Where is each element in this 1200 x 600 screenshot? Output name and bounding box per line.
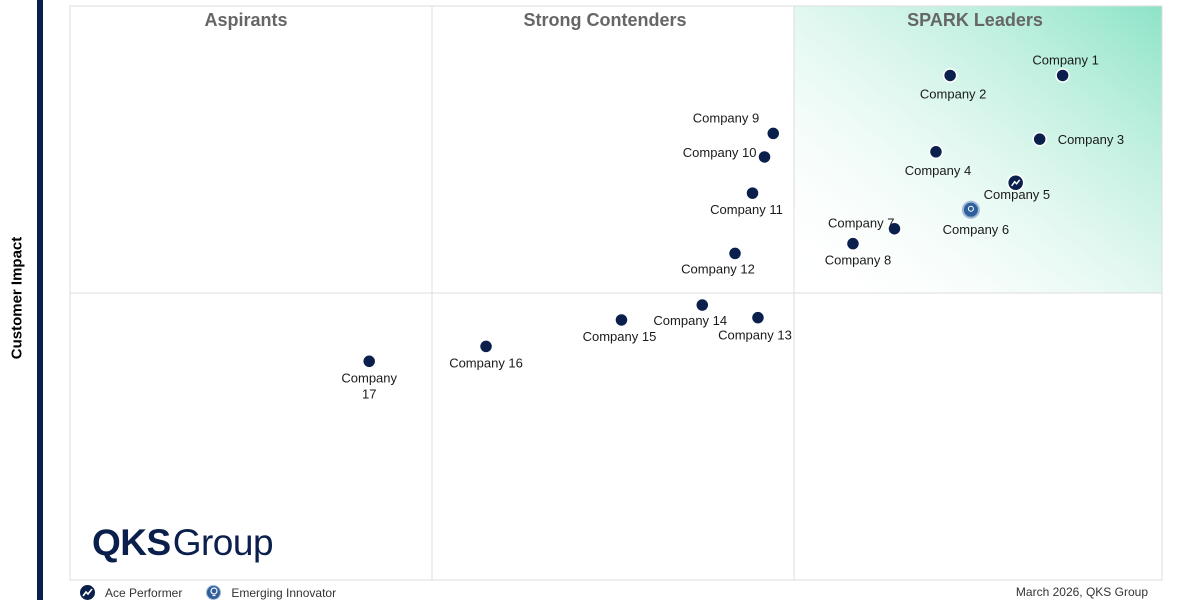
- point-marker: [757, 149, 772, 165]
- trend-icon: [1011, 179, 1021, 187]
- point-label-company-4: Company 4: [905, 163, 971, 178]
- data-point-company-5: Company 5: [984, 174, 1050, 202]
- point-label-company-8: Company 8: [825, 253, 891, 268]
- point-marker: [1055, 68, 1070, 83]
- data-point-company-3: Company 3: [1032, 131, 1124, 147]
- quadrant-title-strong-contenders: Strong Contenders: [523, 10, 686, 30]
- point-marker: [887, 221, 902, 236]
- y-axis-bar: [37, 0, 43, 600]
- point-label-company-16: Company 16: [449, 355, 523, 370]
- leader-quadrant-bg: [794, 6, 1162, 293]
- qks-group-logo: QKSGroup: [92, 522, 274, 564]
- data-point-company-15: Company 15: [583, 312, 657, 344]
- point-label-company-2: Company 2: [920, 86, 986, 101]
- point-marker: [614, 312, 629, 328]
- logo-light-text: Group: [172, 522, 274, 563]
- footer-date-source: March 2026, QKS Group: [1015, 585, 1148, 599]
- data-point-company-9: Company 9: [693, 110, 781, 141]
- point-marker: [1032, 131, 1047, 147]
- point-marker: [765, 126, 781, 141]
- data-point-company-11: Company 11: [710, 185, 783, 217]
- point-marker: [845, 236, 861, 251]
- data-point-company-1: Company 1: [1032, 52, 1099, 83]
- legend: Ace Performer Emerging Innovator: [80, 585, 360, 600]
- point-marker: [361, 354, 377, 369]
- point-label-company-12: Company 12: [681, 261, 755, 276]
- point-label-company-7: Company 7: [828, 216, 894, 231]
- point-label-company-6: Company 6: [943, 222, 1009, 237]
- legend-item-ace-performer: Ace Performer: [80, 585, 182, 600]
- data-point-company-13: Company 13: [718, 310, 792, 343]
- point-label-company-14: Company 14: [653, 313, 727, 328]
- legend-item-emerging-innovator: Emerging Innovator: [206, 585, 336, 600]
- point-label-company-1: Company 1: [1032, 52, 1098, 67]
- point-label-company-15: Company 15: [583, 329, 657, 344]
- point-label-company-3: Company 3: [1058, 132, 1124, 147]
- data-point-company-12: Company 12: [681, 246, 755, 276]
- trend-icon: [80, 585, 95, 600]
- data-point-company-17: Company 17: [341, 354, 398, 401]
- data-point-company-4: Company 4: [905, 144, 971, 178]
- point-label-company-9: Company 9: [693, 110, 759, 125]
- data-point-company-16: Company 16: [449, 339, 523, 370]
- data-point-company-14: Company 14: [653, 297, 727, 328]
- point-label-company-5: Company 5: [984, 187, 1050, 202]
- data-point-company-10: Company 10: [683, 145, 772, 165]
- point-marker: [963, 202, 978, 217]
- data-point-company-8: Company 8: [825, 236, 891, 268]
- lightbulb-icon: [206, 585, 222, 600]
- data-point-company-7: Company 7: [828, 216, 902, 236]
- legend-label-emerging-innovator: Emerging Innovator: [231, 585, 337, 600]
- quadrant-title-spark-leaders: SPARK Leaders: [907, 10, 1043, 30]
- logo-bold-text: QKS: [92, 522, 171, 563]
- legend-label-ace-performer: Ace Performer: [105, 585, 183, 600]
- point-marker: [928, 144, 944, 160]
- point-label-company-10: Company 10: [683, 145, 757, 160]
- data-points: Company 1 Company 2 Company 3 Company 4 Comp…: [341, 52, 1124, 401]
- point-label-company-11: Company 11: [710, 202, 783, 217]
- data-point-company-6: Company 6: [943, 200, 1009, 237]
- point-label-company-17: Company 17: [341, 370, 397, 401]
- data-point-company-2: Company 2: [920, 68, 986, 101]
- point-marker: [750, 310, 766, 325]
- point-label-company-13: Company 13: [718, 328, 792, 343]
- point-marker: [727, 246, 743, 261]
- point-marker: [695, 297, 710, 313]
- point-marker: [745, 185, 760, 201]
- quadrant-title-aspirants: Aspirants: [204, 10, 287, 30]
- point-marker: [478, 339, 494, 354]
- point-marker: [942, 68, 958, 83]
- lightbulb-icon: [967, 205, 974, 212]
